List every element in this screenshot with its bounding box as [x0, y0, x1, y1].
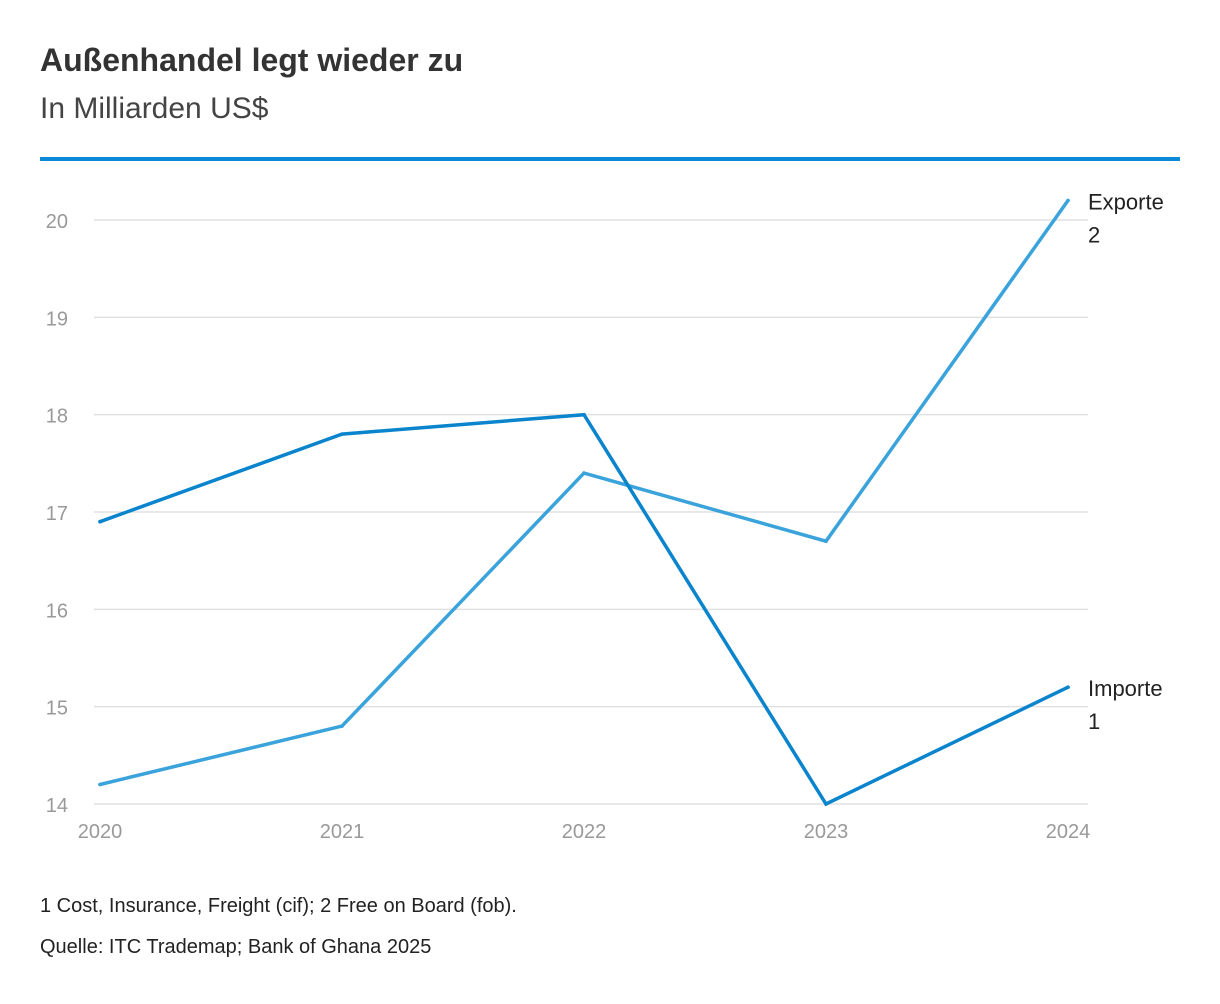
y-tick-label: 14 — [46, 795, 68, 817]
y-tick-label: 15 — [46, 698, 68, 720]
x-tick-label: 2021 — [320, 821, 365, 843]
series-lines — [98, 198, 1070, 807]
gridlines — [94, 219, 1088, 805]
series-label-importe: Importe — [1088, 676, 1163, 701]
y-tick-label: 18 — [46, 406, 68, 428]
chart-subtitle: In Milliarden US$ — [40, 92, 269, 125]
title-divider — [40, 157, 1180, 161]
data-point-importe — [824, 802, 828, 806]
data-point-importe — [340, 432, 344, 436]
series-line-exporte — [98, 198, 1070, 787]
data-point-exporte — [98, 782, 102, 787]
series-footnote-mark-exporte: 2 — [1088, 223, 1100, 248]
source-note: Quelle: ITC Trademap; Bank of Ghana 2025 — [40, 936, 432, 958]
data-point-importe — [1066, 685, 1070, 689]
x-tick-label: 2020 — [78, 821, 123, 843]
data-point-exporte — [1066, 198, 1070, 203]
y-tick-label: 17 — [46, 503, 68, 525]
x-tick-label: 2024 — [1046, 821, 1091, 843]
x-tick-label: 2023 — [804, 821, 849, 843]
data-point-importe — [582, 412, 586, 417]
series-labels: Exporte 2 Importe 1 — [1088, 190, 1164, 735]
y-tick-label: 16 — [46, 600, 68, 622]
data-point-exporte — [340, 724, 344, 728]
x-tick-label: 2022 — [562, 821, 607, 843]
data-point-importe — [98, 519, 102, 524]
data-point-exporte — [582, 471, 586, 475]
series-label-exporte: Exporte — [1088, 190, 1164, 215]
footnote: 1 Cost, Insurance, Freight (cif); 2 Free… — [40, 895, 517, 917]
series-footnote-mark-importe: 1 — [1088, 709, 1100, 734]
chart-title: Außenhandel legt wieder zu — [40, 42, 464, 78]
y-tick-label: 19 — [46, 308, 68, 330]
data-point-exporte — [824, 539, 828, 543]
y-tick-label: 20 — [46, 211, 68, 233]
y-axis-ticks: 14 15 16 17 18 19 20 — [46, 211, 68, 817]
x-axis-ticks: 2020 2021 2022 2023 2024 — [78, 821, 1091, 843]
